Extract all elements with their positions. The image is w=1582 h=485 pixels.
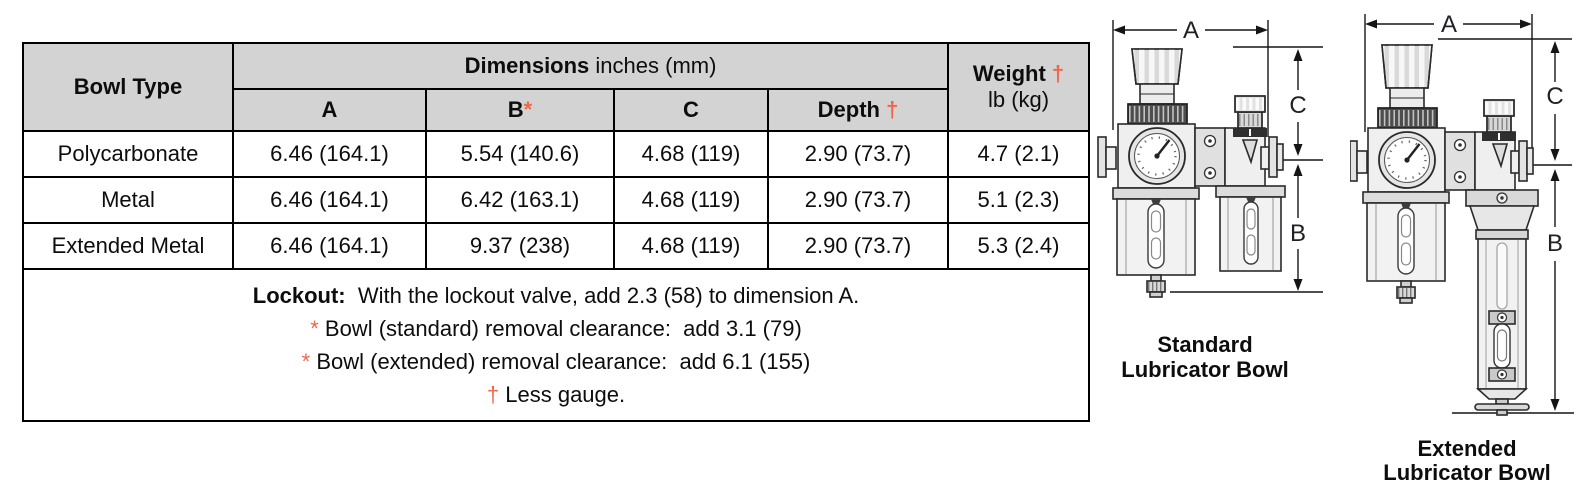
cell-a-0: 6.46 (164.1) (232, 130, 427, 178)
dim-label-b: B (1290, 220, 1306, 247)
regulator-knob-icon (1131, 48, 1183, 85)
regulator-knob-icon (1381, 44, 1433, 89)
fill-cap-icon (1234, 95, 1266, 129)
header-weight: Weight † lb (kg) (947, 42, 1091, 132)
header-col-depth: Depth † (766, 88, 950, 132)
header-col-b: B* (425, 88, 615, 132)
cell-a-1: 6.46 (164.1) (232, 176, 427, 224)
header-col-depth-label: Depth (817, 97, 887, 122)
pressure-gauge-icon (1378, 131, 1436, 189)
fill-cap-icon (1483, 99, 1515, 133)
cell-type-0: Polycarbonate (22, 130, 234, 178)
dimensions-table: Bowl Type Dimensions inches (mm) Weight … (21, 42, 1091, 422)
cell-c-2: 4.68 (119) (613, 222, 769, 270)
cell-weight-2: 5.3 (2.4) (947, 222, 1091, 270)
asterisk-mark: * (301, 349, 311, 374)
petcock-drain-icon (1474, 398, 1530, 416)
caption-standard-line1: Standard (1157, 332, 1252, 357)
note-gauge-text: Less gauge. (499, 382, 626, 407)
note-standard-clearance: * Bowl (standard) removal clearance: add… (24, 312, 1088, 345)
note-lockout: Lockout: With the lockout valve, add 2.3… (24, 279, 1088, 312)
note-lockout-label: Lockout: (252, 283, 346, 308)
caption-standard-line2: Lubricator Bowl (1121, 357, 1288, 382)
lubricator-head (1224, 95, 1267, 187)
header-dimensions: Dimensions inches (mm) (231, 42, 950, 90)
dimension-lines-extended: A C B (1364, 11, 1574, 414)
header-bowl-type: Bowl Type (22, 42, 234, 132)
cell-type-1: Metal (22, 176, 234, 224)
regulator-neck (1389, 87, 1425, 109)
lubricator-bowl-standard (1215, 185, 1286, 272)
header-dimensions-bold: Dimensions (464, 53, 590, 78)
b-asterisk-mark: * (523, 97, 533, 122)
dim-label-b: B (1547, 230, 1563, 257)
filter-bowl-standard (1362, 191, 1450, 304)
footnotes-cell: Lockout: With the lockout valve, add 2.3… (21, 268, 1091, 422)
frl-unit-standard (1097, 48, 1286, 298)
right-port-fitting (1510, 140, 1534, 182)
cell-b-1: 6.42 (163.1) (425, 176, 615, 224)
dimension-lines-standard: A C B (1112, 17, 1323, 293)
note-lockout-text: With the lockout valve, add 2.3 (58) to … (345, 283, 860, 308)
left-port-fitting (1097, 136, 1117, 178)
drain-fitting-icon (1396, 280, 1416, 304)
dim-label-c: C (1289, 92, 1306, 119)
cell-c-0: 4.68 (119) (613, 130, 769, 178)
table-row-polycarbonate: Polycarbonate 6.46 (164.1) 5.54 (140.6) … (22, 130, 1091, 178)
bonnet-ring (1377, 107, 1438, 129)
standard-lubricator-diagram: A C B (1097, 17, 1323, 382)
header-weight-label: Weight (972, 61, 1052, 86)
note-standard-text: Bowl (standard) removal clearance: add 3… (318, 316, 802, 341)
note-extended-text: Bowl (extended) removal clearance: add 6… (310, 349, 811, 374)
cell-depth-1: 2.90 (73.7) (766, 176, 950, 224)
cell-weight-0: 4.7 (2.1) (947, 130, 1091, 178)
caption-extended-line2: Lubricator Bowl (1383, 460, 1550, 485)
dim-label-c: C (1546, 83, 1563, 110)
extended-lubricator-diagram: A C B (1350, 11, 1574, 485)
drain-fitting-icon (1146, 274, 1166, 298)
cell-depth-0: 2.90 (73.7) (766, 130, 950, 178)
cell-b-2: 9.37 (238) (425, 222, 615, 270)
sight-glass-icon (1488, 310, 1516, 382)
connector-block (1444, 131, 1476, 191)
cell-depth-2: 2.90 (73.7) (766, 222, 950, 270)
caption-extended-line1: Extended (1417, 436, 1516, 461)
right-port-fitting (1260, 136, 1284, 178)
pressure-gauge-icon (1128, 127, 1186, 185)
header-col-a: A (232, 88, 427, 132)
table-row-metal: Metal 6.46 (164.1) 6.42 (163.1) 4.68 (11… (22, 176, 1091, 224)
cell-c-1: 4.68 (119) (613, 176, 769, 224)
regulator-neck (1139, 83, 1175, 105)
depth-dagger-mark: † (886, 97, 899, 122)
table-row-extended-metal: Extended Metal 6.46 (164.1) 9.37 (238) 4… (22, 222, 1091, 270)
bonnet-ring (1127, 103, 1188, 125)
filter-bowl-standard (1112, 187, 1200, 298)
connector-block (1194, 127, 1226, 187)
cell-weight-1: 5.1 (2.3) (947, 176, 1091, 224)
header-dimensions-unit: inches (mm) (589, 53, 717, 78)
dim-label-a: A (1441, 11, 1457, 38)
left-port-fitting (1350, 140, 1368, 182)
dim-label-a: A (1183, 17, 1199, 44)
cell-b-0: 5.54 (140.6) (425, 130, 615, 178)
note-less-gauge: † Less gauge. (24, 378, 1088, 411)
lubricator-head (1474, 99, 1516, 191)
header-col-b-label: B (507, 97, 524, 122)
cell-type-2: Extended Metal (22, 222, 234, 270)
header-weight-unit: lb (kg) (987, 87, 1050, 112)
frl-unit-extended (1350, 44, 1539, 416)
lubricator-bowl-extended (1465, 189, 1539, 416)
asterisk-mark: * (310, 316, 319, 341)
dagger-mark: † (486, 382, 500, 407)
weight-dagger-mark: † (1051, 61, 1065, 86)
header-col-c: C (613, 88, 769, 132)
note-extended-clearance: * Bowl (extended) removal clearance: add… (24, 345, 1088, 378)
cell-a-2: 6.46 (164.1) (232, 222, 427, 270)
